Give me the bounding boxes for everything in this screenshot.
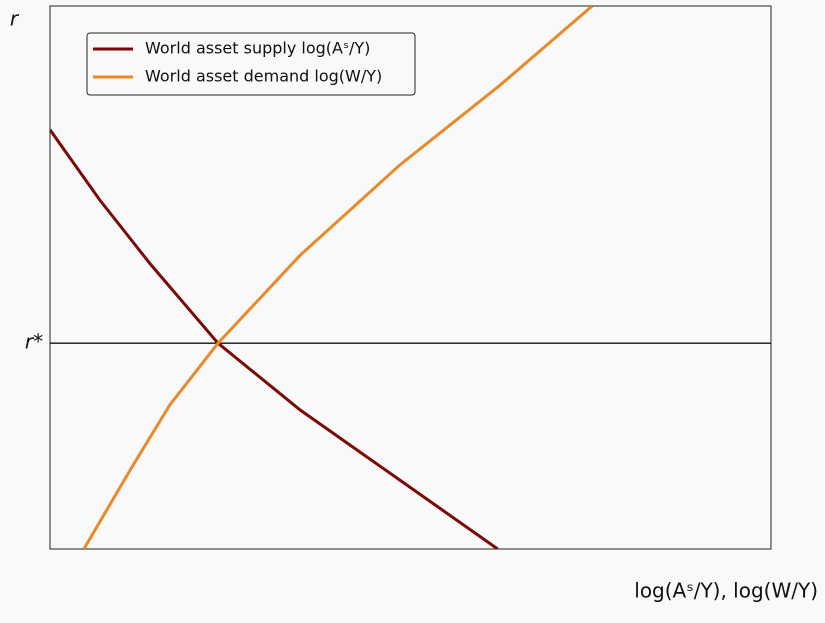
legend-label: World asset supply log(Aˢ/Y) bbox=[145, 39, 370, 58]
legend-box bbox=[86, 32, 416, 96]
y-axis-label: r bbox=[10, 7, 20, 31]
y-tick-label: r* bbox=[25, 330, 43, 354]
legend: World asset supply log(Aˢ/Y) World asset … bbox=[86, 32, 416, 96]
line bbox=[82, 6, 594, 549]
plot-area bbox=[49, 5, 772, 550]
x-axis-label: log(Aˢ/Y), log(W/Y) bbox=[634, 579, 818, 603]
legend-label: World asset demand log(W/Y) bbox=[145, 67, 382, 86]
